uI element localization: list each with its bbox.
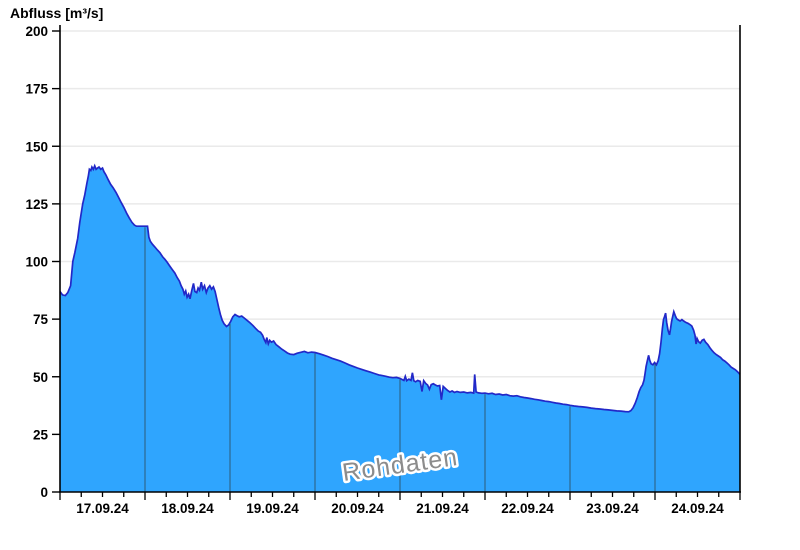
x-tick-labels: 17.09.24 18.09.24 19.09.24 20.09.24 21.09.24… — [59, 492, 741, 516]
y-axis-title: Abfluss [m³/s] — [10, 5, 104, 21]
y-tick-label: 100 — [25, 255, 48, 270]
y-tick-label: 25 — [33, 427, 49, 442]
day-boundary-lines — [144, 227, 656, 492]
x-tick-label: 21.09.24 — [416, 501, 469, 516]
x-tick-label: 24.09.24 — [671, 501, 724, 516]
x-tick-label: 20.09.24 — [331, 501, 384, 516]
x-tick-label: 23.09.24 — [586, 501, 639, 516]
y-tick-label: 150 — [25, 139, 48, 154]
x-tick-label: 19.09.24 — [246, 501, 299, 516]
y-tick-label: 175 — [25, 82, 48, 97]
x-tick-label: 17.09.24 — [76, 501, 129, 516]
y-tick-label: 0 — [40, 485, 48, 500]
y-tick-labels: 0 25 50 75 100 125 150 175 200 — [25, 24, 60, 500]
y-tick-label: 50 — [33, 370, 48, 385]
y-tick-label: 75 — [33, 312, 49, 327]
x-tick-label: 22.09.24 — [501, 501, 554, 516]
x-tick-label: 18.09.24 — [161, 501, 214, 516]
discharge-line — [59, 163, 741, 413]
y-tick-label: 200 — [25, 24, 48, 39]
y-tick-label: 125 — [25, 197, 48, 212]
